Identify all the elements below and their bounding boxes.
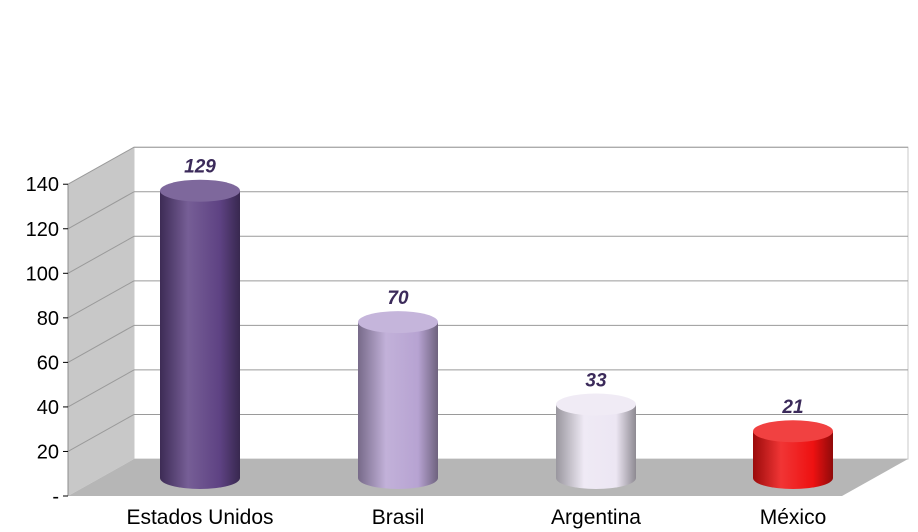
gridline-side: [67, 235, 135, 274]
data-labels: 129 70 33 21: [184, 157, 803, 419]
x-tick-label: México: [760, 506, 827, 529]
x-tick-label: Argentina: [551, 506, 641, 529]
y-tick-label: 60: [37, 352, 59, 374]
bar-body: [556, 404, 636, 489]
bar-body: [358, 322, 438, 489]
bar-top: [358, 311, 438, 334]
bars: [160, 179, 833, 490]
bar-argentina: [556, 393, 636, 489]
gridline-side: [67, 280, 135, 319]
bar-top: [753, 420, 833, 443]
data-label: 129: [184, 157, 216, 178]
y-tick-label: 20: [37, 441, 59, 463]
bar-m-xico: [753, 420, 833, 489]
data-label: 21: [781, 397, 803, 418]
x-tick-label: Brasil: [372, 506, 425, 529]
x-tick-label: Estados Unidos: [126, 506, 273, 529]
y-tick-label: 100: [26, 263, 59, 285]
gridlines: [67, 146, 908, 452]
gridline-side: [67, 191, 135, 230]
y-tick-label: 40: [37, 397, 59, 419]
bar-body: [160, 190, 240, 490]
data-label: 33: [585, 371, 607, 392]
bar-body: [753, 431, 833, 489]
category-labels: Estados Unidos Brasil Argentina México: [126, 506, 826, 529]
bar-top: [160, 179, 240, 202]
y-tick-label: 80: [37, 308, 59, 330]
y-axis-ticks: - 20 40 60 80 100 120 140: [26, 174, 68, 508]
chart-floor: [68, 459, 908, 496]
bar-estados-unidos: [160, 179, 240, 490]
bar-top: [556, 393, 636, 416]
gridline-side: [67, 414, 135, 452]
gridline-side: [67, 146, 135, 185]
bar-brasil: [358, 311, 438, 489]
y-tick-label: 140: [26, 174, 59, 196]
gridline-side: [67, 324, 135, 363]
y-tick-label: 120: [26, 219, 59, 241]
data-label: 70: [387, 288, 409, 309]
chart-left-wall: [68, 147, 134, 496]
gridline-side: [67, 369, 135, 408]
y-tick-label: -: [52, 486, 59, 508]
